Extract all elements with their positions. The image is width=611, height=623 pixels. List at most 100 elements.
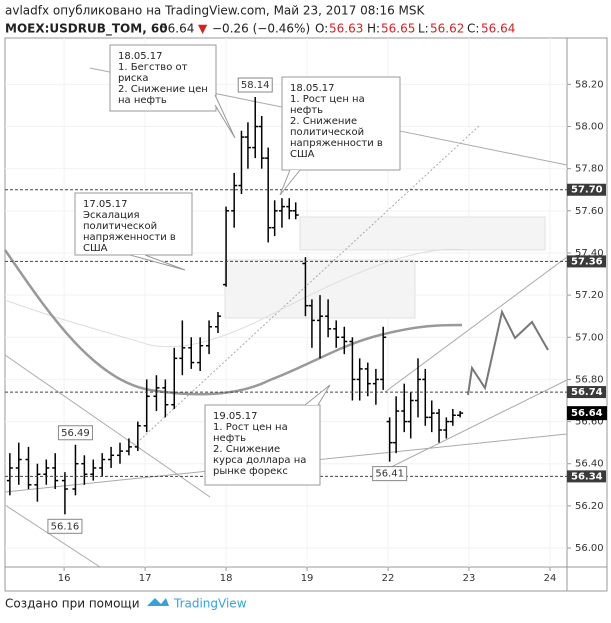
ohlc-bar [414, 358, 421, 418]
callout-line: 1. Рост цен на [213, 422, 288, 433]
ohlc-bar [325, 299, 332, 338]
ohlc-bar [252, 97, 259, 159]
level-tag-label: 56.34 [571, 471, 603, 482]
callout-line: 17.05.17 [83, 199, 128, 210]
ohlc-bar [407, 392, 414, 439]
header-o-label: O: [315, 22, 328, 36]
ohlc-bar [443, 417, 450, 439]
ohlc-bar [356, 358, 363, 401]
header-c-label: C: [467, 22, 479, 36]
price-label: 56.41 [375, 469, 404, 480]
ohlc-bar [372, 368, 379, 405]
tradingview-logo [147, 598, 169, 606]
header-c: 56.64 [481, 22, 515, 36]
ohlc-bar [81, 455, 88, 485]
header-symbol: MOEX:USDRUB_TOM, 60 [5, 22, 168, 37]
callout-line: напряженности в [83, 232, 176, 243]
ohlc-bar [286, 198, 293, 220]
y-tick-label: 56.40 [575, 459, 604, 470]
x-tick-label: 22 [382, 573, 395, 584]
ohlc-bar [179, 320, 186, 376]
header-h-label: H: [367, 22, 380, 36]
callout-box [74, 192, 193, 256]
callout-pointer [214, 94, 236, 139]
ohlc-bar [90, 459, 97, 481]
ohlc-bar [6, 453, 13, 496]
callout-line: 18.05.17 [118, 51, 163, 62]
ohlc-bar [265, 147, 272, 243]
price-label: 58.14 [241, 80, 270, 91]
forecast-line [467, 309, 549, 396]
callout-line: 18.05.17 [290, 83, 335, 94]
ohlc-bar [34, 463, 41, 502]
header-last: 56.64 [160, 22, 194, 36]
header-l-label: L: [418, 22, 429, 36]
ohlc-bar [223, 206, 230, 287]
y-tick-label: 57.80 [575, 164, 604, 175]
zone [299, 216, 546, 251]
callout-line: на нефть [118, 95, 167, 106]
frame [4, 37, 608, 592]
footer-text: Создано при помощи [5, 597, 140, 611]
callout-line: нефть [290, 105, 323, 116]
ohlc-bar [143, 379, 150, 433]
ohlc-bar [271, 200, 278, 237]
price-label-box [47, 518, 83, 534]
x-tick-label: 17 [139, 573, 152, 584]
callout-line: рынке форекс [213, 466, 288, 477]
level-tag-label: 57.70 [571, 185, 603, 196]
y-tick-label: 58.00 [575, 122, 604, 133]
ohlc-bar [125, 438, 132, 456]
header-arrow: ▼ [198, 22, 208, 36]
callout-line: напряженности в [290, 138, 383, 149]
moving-average-thin [4, 248, 466, 348]
ohlc-bar [162, 379, 169, 418]
trend-line [4, 504, 101, 568]
moving-average [3, 249, 463, 396]
trend-line [384, 256, 568, 393]
x-tick-label: 24 [544, 573, 557, 584]
x-tick-label: 18 [220, 573, 233, 584]
price-label-box [237, 77, 273, 93]
level-tag [567, 470, 606, 483]
ohlc-bar [25, 446, 32, 490]
callout-line: 19.05.17 [213, 411, 258, 422]
callout-line: 2. Снижение цен [118, 84, 208, 95]
callout-line: политической [83, 221, 157, 232]
callout-line: нефть [213, 433, 246, 444]
ohlc-bar [43, 459, 50, 485]
callout-pointer [129, 254, 186, 271]
last-price-tag [567, 406, 607, 421]
trend-line [139, 124, 481, 441]
y-tick-label: 57.40 [575, 248, 604, 259]
y-tick-label: 57.00 [575, 332, 604, 343]
ohlc-bar [258, 115, 265, 169]
ohlc-bar [244, 122, 251, 169]
ohlc-bar [206, 320, 213, 355]
trend-line [384, 379, 568, 471]
y-tick-label: 58.20 [575, 79, 604, 90]
callout-line: США [83, 243, 108, 254]
header-o: 56.63 [329, 22, 363, 36]
ohlc-bar [238, 130, 245, 194]
ohlc-bar [52, 453, 59, 490]
ohlc-bar [364, 362, 371, 397]
callout-pointer [304, 384, 331, 406]
header-h: 56.65 [381, 22, 415, 36]
ohlc-bar [99, 453, 106, 477]
ohlc-bar [436, 408, 443, 443]
callout-pointer [279, 169, 301, 196]
y-tick-label: 57.60 [575, 206, 604, 217]
ohlc-bar [428, 400, 435, 433]
callout: 17.05.17Эскалацияполитическойнапряженнос… [74, 192, 193, 271]
x-tick-label: 16 [58, 573, 71, 584]
ohlc-bar [15, 442, 22, 485]
ohlc-bar [449, 408, 456, 426]
price-label: 56.49 [61, 428, 90, 439]
y-tick-label: 56.80 [575, 374, 604, 385]
ohlc-bar [153, 375, 160, 412]
ohlc-bar [457, 411, 464, 418]
